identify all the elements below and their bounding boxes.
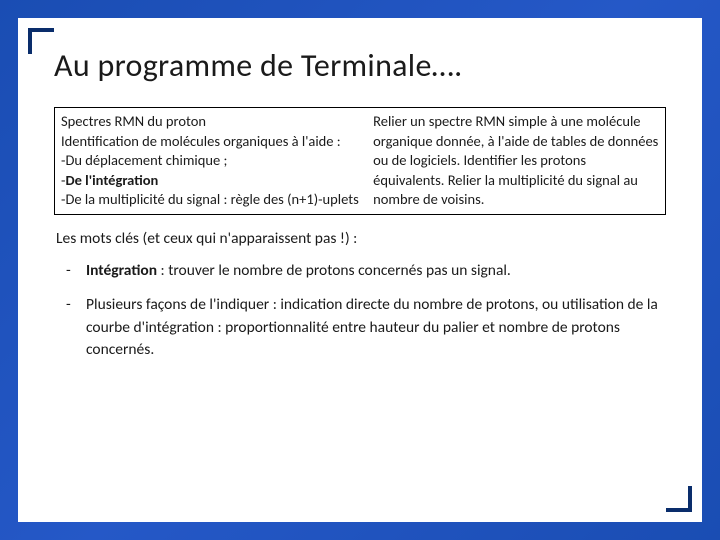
left-line5: -De la multiplicité du signal : règle de… [61, 190, 359, 208]
left-line1: Spectres RMN du proton [61, 112, 206, 130]
bullet-bold: Intégration [86, 261, 157, 280]
corner-decoration-bottom-right [666, 486, 692, 512]
keywords-label: Les mots clés (et ceux qui n'apparaissen… [56, 229, 666, 248]
bullet-list: Intégration : trouver le nombre de proto… [54, 260, 666, 362]
left-line2: Identification de molécules organiques à… [61, 132, 341, 150]
corner-decoration-top-left [28, 28, 54, 54]
right-text: Relier un spectre RMN simple à une moléc… [373, 112, 658, 208]
left-line4-bold: De l'intégration [65, 171, 158, 189]
box-right-column: Relier un spectre RMN simple à une moléc… [367, 108, 665, 214]
bullet-rest: Plusieurs façons de l'indiquer : indicat… [86, 295, 658, 359]
box-left-column: Spectres RMN du proton Identification de… [55, 108, 367, 214]
left-line3: -Du déplacement chimique ; [61, 151, 227, 169]
page-title: Au programme de Terminale…. [54, 46, 666, 85]
slide-panel: Au programme de Terminale…. Spectres RMN… [18, 18, 702, 522]
content-box: Spectres RMN du proton Identification de… [54, 107, 666, 215]
list-item: Intégration : trouver le nombre de proto… [66, 260, 666, 282]
list-item: Plusieurs façons de l'indiquer : indicat… [66, 294, 666, 361]
bullet-rest: : trouver le nombre de protons concernés… [157, 261, 511, 280]
